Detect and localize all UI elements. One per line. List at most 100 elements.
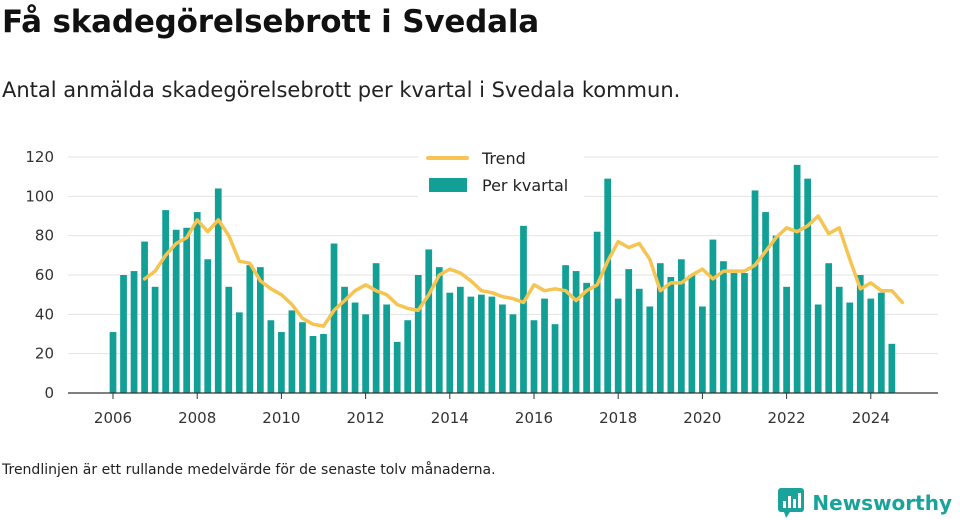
bar <box>488 296 496 393</box>
bar <box>341 286 348 393</box>
bar <box>162 210 169 393</box>
bar <box>835 286 843 393</box>
bar <box>583 282 590 393</box>
bar <box>804 178 812 393</box>
x-tick-label: 2006 <box>94 409 132 427</box>
bar <box>256 267 264 393</box>
bar <box>741 273 748 393</box>
quarterly-vandalism-chart: 0 20 40 60 80 100 120 2006 2008 2010 2012 2014 2016… <box>25 148 938 427</box>
bar-chart-logo-icon <box>778 488 805 518</box>
bar <box>225 286 233 393</box>
bar <box>456 286 464 393</box>
legend-trend-label: Trend <box>481 149 526 168</box>
y-tick-label: 20 <box>35 345 54 363</box>
legend-bar-label: Per kvartal <box>482 176 568 195</box>
bar <box>478 294 485 393</box>
bar <box>877 292 885 393</box>
y-tick-label: 80 <box>35 227 54 245</box>
bar <box>751 190 759 393</box>
bar <box>699 306 706 393</box>
bar <box>120 275 127 393</box>
x-tick-label: 2018 <box>599 409 637 427</box>
y-tick-label: 120 <box>25 148 54 166</box>
bar <box>720 261 727 393</box>
x-tick-label: 2008 <box>178 409 216 427</box>
bar <box>593 231 601 393</box>
x-tick-label: 2016 <box>515 409 553 427</box>
bar <box>151 286 159 393</box>
legend: Trend Per kvartal <box>418 148 584 204</box>
bar <box>214 188 222 393</box>
y-tick-label: 0 <box>44 384 54 402</box>
x-tick-label: 2022 <box>768 409 806 427</box>
bar <box>172 229 180 393</box>
bar <box>383 304 391 393</box>
logo-text: Newsworthy <box>812 491 952 515</box>
bar <box>625 269 633 393</box>
x-tick-label: 2024 <box>852 409 890 427</box>
chart-subtitle: Antal anmälda skadegörelsebrott per kvar… <box>2 78 681 102</box>
bar <box>846 302 854 393</box>
bar <box>130 271 138 393</box>
bar <box>193 212 201 393</box>
bar <box>530 320 538 393</box>
bar <box>688 275 696 393</box>
bar <box>783 286 790 393</box>
bar-series <box>109 164 896 393</box>
bar <box>646 306 654 393</box>
newsworthy-logo[interactable]: Newsworthy <box>778 488 952 518</box>
trend-series <box>142 214 905 328</box>
bar <box>656 263 664 393</box>
bar <box>762 212 769 393</box>
bar <box>888 343 896 393</box>
bar <box>814 304 822 393</box>
footnote: Trendlinjen är ett rullande medelvärde f… <box>2 462 496 478</box>
bar <box>141 241 148 393</box>
bar <box>372 263 380 393</box>
y-tick-label: 40 <box>35 305 54 323</box>
bar <box>183 227 191 393</box>
bar <box>320 334 327 393</box>
bar <box>793 164 801 393</box>
bar <box>499 304 506 393</box>
bar <box>446 292 454 393</box>
bar <box>235 312 243 393</box>
bar <box>520 225 527 393</box>
bar <box>467 296 475 393</box>
x-tick-label: 2012 <box>347 409 385 427</box>
bar <box>635 288 643 393</box>
bar <box>351 302 359 393</box>
bar <box>677 259 685 393</box>
x-tick-label: 2014 <box>431 409 469 427</box>
legend-bar-swatch <box>429 178 467 192</box>
x-axis: 2006 2008 2010 2012 2014 2016 2018 2020 2022 2024 <box>68 392 938 427</box>
bar <box>867 298 875 393</box>
bar <box>404 320 412 393</box>
bar <box>730 273 738 393</box>
bar <box>204 259 212 393</box>
bar <box>856 275 864 393</box>
bar <box>614 298 622 393</box>
bar <box>414 275 422 393</box>
bar <box>309 335 317 393</box>
bar <box>709 239 717 393</box>
bar <box>509 314 517 393</box>
bar <box>246 265 254 393</box>
bar <box>825 263 833 393</box>
y-tick-label: 100 <box>25 187 54 205</box>
y-tick-label: 60 <box>35 266 54 284</box>
bar <box>330 243 338 393</box>
x-tick-label: 2020 <box>683 409 721 427</box>
trend-line <box>142 214 905 328</box>
bar <box>604 178 612 393</box>
bar <box>393 341 401 393</box>
bar <box>278 332 285 393</box>
bar <box>551 324 559 393</box>
bar <box>267 320 275 393</box>
bar <box>299 322 306 393</box>
bar <box>362 314 369 393</box>
bar <box>541 298 548 393</box>
bar <box>572 271 580 393</box>
y-axis: 0 20 40 60 80 100 120 <box>25 148 54 402</box>
bar <box>667 276 675 393</box>
